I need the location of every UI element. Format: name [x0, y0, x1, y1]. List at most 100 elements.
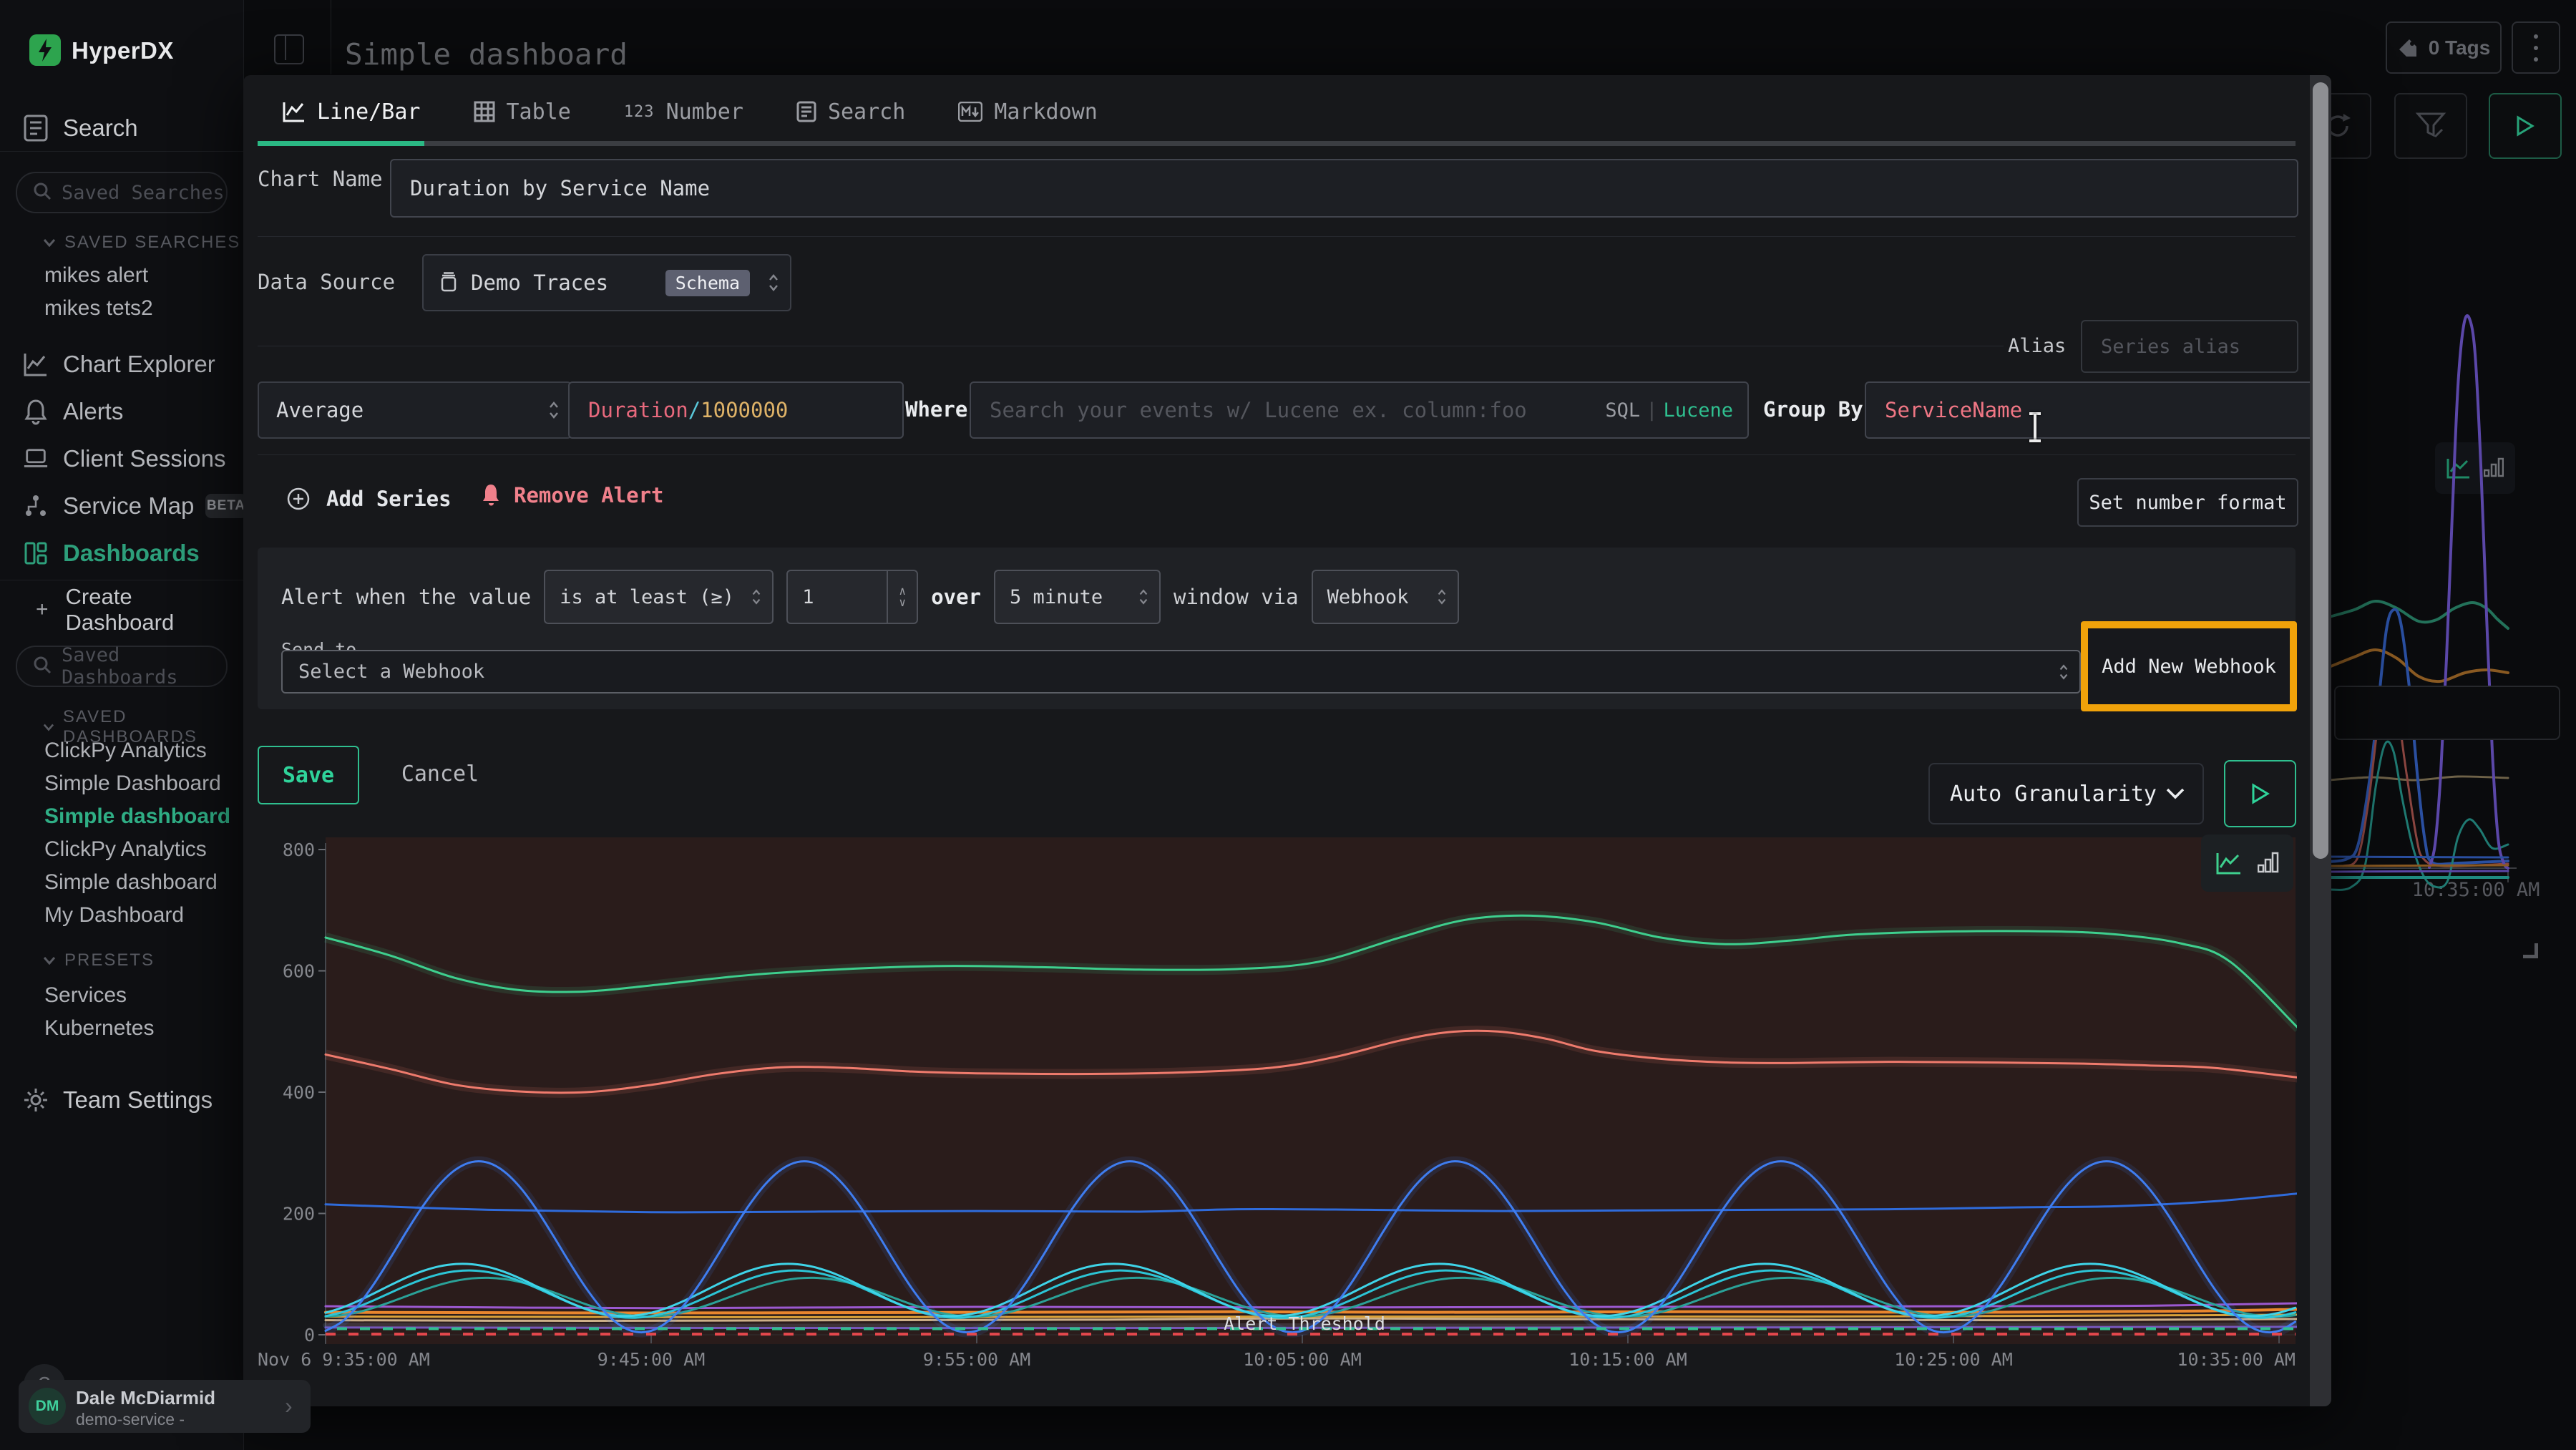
tab-markdown[interactable]: Markdown — [958, 99, 1098, 125]
chart-name-input-wrap — [390, 159, 2298, 218]
markdown-icon — [958, 102, 982, 122]
app-root: { "header": { "brand": "HyperDX", "page_… — [0, 0, 2576, 1450]
more-button[interactable] — [2512, 21, 2560, 74]
sidebar-item-search[interactable]: Search — [0, 110, 243, 147]
text-cursor — [2029, 412, 2041, 442]
group-by-label: Group By — [1763, 397, 1863, 422]
data-source-label: Data Source — [258, 270, 395, 294]
where-search-input[interactable] — [971, 398, 1605, 422]
preset-item[interactable]: Services — [44, 983, 230, 1008]
alert-threshold-input[interactable]: 1 ∧∨ — [786, 570, 918, 624]
alias-label: Alias — [2008, 335, 2066, 357]
preset-item[interactable]: Kubernetes — [44, 1016, 230, 1041]
alias-input[interactable] — [2082, 336, 2297, 358]
scrollbar-track[interactable] — [2310, 75, 2331, 1406]
saved-dashboard-item[interactable]: Simple Dashboard — [44, 772, 230, 796]
aggregation-select[interactable]: Average — [258, 381, 572, 439]
add-series-button[interactable]: Add Series — [286, 487, 452, 511]
granularity-select[interactable]: Auto Granularity — [1928, 763, 2204, 824]
set-number-format-button[interactable]: Set number format — [2077, 478, 2298, 527]
saved-searches-placeholder: Saved Searches — [62, 182, 225, 204]
add-new-webhook-button[interactable]: Add New Webhook — [2088, 628, 2290, 704]
avatar: DM — [29, 1388, 66, 1425]
chevron-updown-icon — [547, 399, 560, 421]
run-query-bg-button[interactable] — [2489, 93, 2562, 159]
alert-channel-select[interactable]: Webhook — [1312, 570, 1459, 624]
chevron-down-icon — [43, 238, 56, 247]
saved-dashboards-input[interactable]: Saved Dashboards — [16, 646, 228, 687]
saved-dashboard-item[interactable]: Simple dashboard — [44, 804, 230, 829]
sidebar-item-label: Dashboards — [63, 540, 200, 567]
data-source-select[interactable]: Demo Traces Schema — [422, 254, 791, 311]
sidebar-item-client-sessions[interactable]: Client Sessions — [0, 440, 243, 477]
tab-line-bar[interactable]: Line/Bar — [283, 99, 421, 125]
filter-button[interactable] — [2394, 93, 2467, 159]
chevron-updown-icon — [751, 587, 762, 607]
create-dashboard-label: Create Dashboard — [66, 584, 243, 636]
save-button[interactable]: Save — [258, 746, 359, 804]
plus-circle-icon — [286, 487, 311, 511]
database-icon — [439, 272, 458, 293]
saved-search-item[interactable]: mikes tets2 — [44, 296, 230, 321]
saved-dashboard-item[interactable]: My Dashboard — [44, 903, 230, 928]
user-subtitle: demo-service - — [76, 1410, 185, 1429]
search-icon — [33, 182, 52, 203]
saved-dashboard-item[interactable]: Simple dashboard — [44, 870, 230, 895]
alert-operator-select[interactable]: is at least (≥) — [544, 570, 774, 624]
sidebar-item-label: Service Map — [63, 492, 194, 520]
sidebar-item-chart-explorer[interactable]: Chart Explorer — [0, 346, 243, 383]
sidebar-collapse-button[interactable] — [274, 34, 304, 64]
sidebar-item-alerts[interactable]: Alerts — [0, 393, 243, 430]
create-dashboard-button[interactable]: + Create Dashboard — [0, 592, 243, 628]
run-chart-button[interactable] — [2224, 760, 2296, 827]
dashboards-icon — [23, 540, 49, 566]
scrollbar-thumb[interactable] — [2313, 82, 2328, 859]
saved-searches-header[interactable]: SAVED SEARCHES — [43, 233, 240, 253]
chart-name-input[interactable] — [391, 176, 2297, 200]
search-doc-icon — [796, 101, 816, 122]
divider — [258, 454, 2296, 455]
search-doc-icon — [23, 115, 49, 142]
webhook-select[interactable]: Select a Webhook — [281, 650, 2081, 694]
where-search-input-wrap: SQL|Lucene — [970, 381, 1749, 439]
saved-searches-input[interactable]: Saved Searches — [16, 172, 228, 213]
bell-icon — [481, 483, 501, 507]
chevron-down-icon — [43, 723, 54, 731]
remove-alert-button[interactable]: Remove Alert — [481, 483, 664, 507]
group-by-input[interactable]: ServiceName — [1865, 381, 2317, 439]
tab-number[interactable]: 123 Number — [624, 99, 743, 125]
background-dashboard-chart: 10:35:00 AM — [2329, 286, 2576, 1045]
line-chart-icon — [2216, 852, 2242, 875]
sidebar-item-label: Alerts — [63, 398, 123, 425]
sidebar-item-dashboards[interactable]: Dashboards — [0, 535, 243, 572]
table-icon — [474, 101, 495, 122]
saved-dashboard-item[interactable]: ClickPy Analytics — [44, 739, 230, 763]
cancel-button[interactable]: Cancel — [394, 746, 487, 802]
svg-text:10:05:00 AM: 10:05:00 AM — [1243, 1349, 1362, 1370]
alert-window-select[interactable]: 5 minute — [994, 570, 1161, 624]
resize-handle-icon[interactable] — [2523, 943, 2538, 958]
tab-table[interactable]: Table — [474, 99, 571, 125]
user-card[interactable]: DM Dale McDiarmid demo-service - › — [19, 1380, 311, 1433]
svg-text:Nov 6 9:35:00 AM: Nov 6 9:35:00 AM — [258, 1349, 430, 1370]
language-toggle[interactable]: SQL|Lucene — [1605, 399, 1733, 422]
number-stepper[interactable]: ∧∨ — [887, 571, 917, 623]
saved-dashboard-item[interactable]: ClickPy Analytics — [44, 837, 230, 862]
gear-icon — [23, 1087, 49, 1113]
tab-bar: Line/Bar Table 123 Number Search Markdow… — [283, 95, 1098, 128]
tab-underline-active — [258, 141, 424, 146]
tags-button[interactable]: 0 Tags — [2386, 21, 2502, 74]
alert-over-label: over — [931, 585, 981, 609]
field-expression-input[interactable]: Duration/1000000 — [568, 381, 904, 439]
saved-search-item[interactable]: mikes alert — [44, 263, 230, 288]
chevron-down-icon — [43, 956, 56, 965]
chevron-updown-icon — [2058, 662, 2069, 682]
chart-type-toggle[interactable] — [2201, 835, 2293, 892]
sidebar-item-team-settings[interactable]: Team Settings — [0, 1081, 243, 1119]
svg-text:600: 600 — [283, 961, 315, 982]
presets-header[interactable]: PRESETS — [43, 950, 155, 970]
page-title: Simple dashboard — [345, 37, 628, 72]
chart-explorer-icon — [23, 351, 49, 377]
svg-text:200: 200 — [283, 1204, 315, 1225]
tab-search[interactable]: Search — [796, 99, 905, 125]
